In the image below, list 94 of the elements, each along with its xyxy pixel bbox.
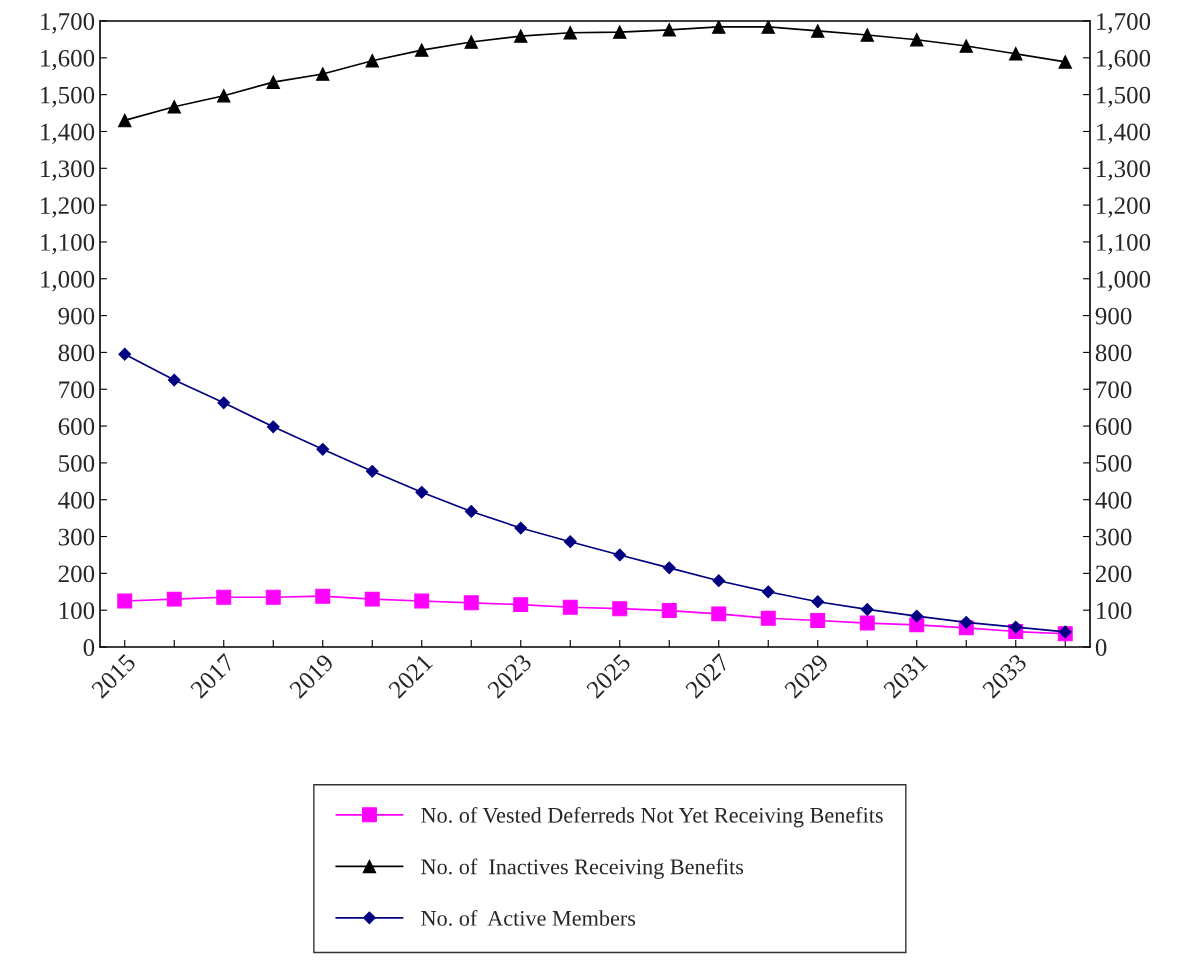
- point: [167, 100, 182, 114]
- point: [315, 588, 331, 604]
- point: [761, 21, 776, 34]
- y-tick-label: 0: [83, 639, 95, 656]
- y2-tick-label: 600: [1095, 418, 1132, 435]
- point: [365, 464, 379, 478]
- point: [167, 373, 181, 387]
- point: [959, 39, 974, 53]
- point: [365, 54, 380, 68]
- point: [810, 613, 826, 628]
- point: [464, 35, 479, 49]
- point: [414, 43, 429, 57]
- legend-label: No. of Inactives Receiving Benefits: [421, 858, 744, 879]
- y2-tick-label: 1,300: [1097, 160, 1151, 181]
- y2-tick-label: 1,400: [1097, 123, 1151, 144]
- point: [1058, 55, 1073, 69]
- point: [514, 521, 528, 535]
- y-tick-label: 1,200: [41, 197, 95, 218]
- point: [563, 26, 578, 40]
- y2-tick-label: 1,100: [1097, 233, 1151, 255]
- y-tick-label: 900: [58, 307, 95, 325]
- y2-tick-label: 1,200: [1097, 197, 1151, 218]
- y2-tick-label: 300: [1096, 528, 1132, 546]
- y-tick-label: 500: [59, 454, 95, 472]
- point: [662, 23, 677, 37]
- y-tick-label: 100: [59, 602, 95, 620]
- point: [661, 603, 677, 619]
- y2-tick-label: 0: [1095, 639, 1107, 656]
- point: [266, 75, 281, 89]
- point: [662, 561, 676, 575]
- point: [563, 535, 577, 549]
- y-tick-label: 1,400: [41, 123, 95, 144]
- point: [612, 601, 628, 617]
- y2-tick-label: 500: [1096, 454, 1132, 472]
- point: [811, 595, 825, 609]
- point: [463, 595, 479, 611]
- y2-tick-label: 900: [1095, 307, 1132, 325]
- point: [711, 606, 727, 622]
- point: [266, 420, 280, 434]
- point: [612, 25, 627, 39]
- y-tick-label: 400: [58, 491, 95, 509]
- y-tick-label: 200: [58, 565, 95, 583]
- point: [117, 113, 132, 128]
- y-tick-label: 1,500: [41, 86, 95, 108]
- point: [910, 609, 924, 623]
- point: [860, 603, 874, 616]
- point: [316, 442, 330, 456]
- y-tick-label: 700: [59, 381, 95, 399]
- point: [217, 396, 231, 410]
- y-tick-label: 1,000: [41, 270, 95, 292]
- legend-label: No. of Active Members: [421, 909, 636, 926]
- point: [315, 67, 330, 81]
- point: [117, 593, 133, 609]
- point: [860, 28, 875, 42]
- y2-tick-label: 700: [1096, 381, 1132, 399]
- point: [513, 597, 529, 613]
- point: [859, 615, 875, 631]
- y2-tick-label: 800: [1095, 344, 1132, 362]
- y-tick-label: 1,700: [41, 13, 95, 34]
- y2-tick-label: 1,600: [1097, 49, 1151, 71]
- point: [414, 593, 430, 609]
- point: [760, 610, 776, 626]
- point: [1009, 620, 1023, 634]
- point: [712, 574, 726, 588]
- point: [909, 33, 924, 47]
- point: [364, 591, 380, 607]
- point: [810, 24, 825, 38]
- point: [216, 88, 231, 103]
- point: [959, 615, 973, 629]
- y-tick-label: 1,600: [41, 49, 95, 71]
- y2-tick-label: 200: [1095, 565, 1132, 583]
- y2-tick-label: 400: [1095, 491, 1132, 509]
- point: [613, 548, 627, 562]
- point: [1008, 47, 1023, 61]
- y2-tick-label: 1,700: [1097, 13, 1151, 34]
- y2-tick-label: 100: [1097, 602, 1132, 620]
- y-tick-label: 1,300: [41, 160, 95, 181]
- point: [415, 485, 429, 499]
- y-tick-label: 300: [58, 528, 95, 546]
- y-tick-label: 600: [58, 418, 95, 435]
- point: [166, 591, 182, 607]
- y-tick-label: 800: [58, 344, 95, 362]
- point: [216, 589, 232, 605]
- point: [464, 505, 478, 518]
- y2-tick-label: 1,000: [1097, 270, 1151, 292]
- point: [562, 599, 578, 615]
- point: [513, 29, 528, 43]
- y-tick-label: 1,100: [41, 233, 95, 255]
- y2-tick-label: 1,500: [1097, 86, 1151, 108]
- point: [761, 585, 775, 599]
- legend-label: No. of Vested Deferreds Not Yet Receiving Benefits: [421, 806, 883, 828]
- point: [118, 347, 132, 361]
- point: [711, 21, 726, 34]
- point: [265, 589, 281, 605]
